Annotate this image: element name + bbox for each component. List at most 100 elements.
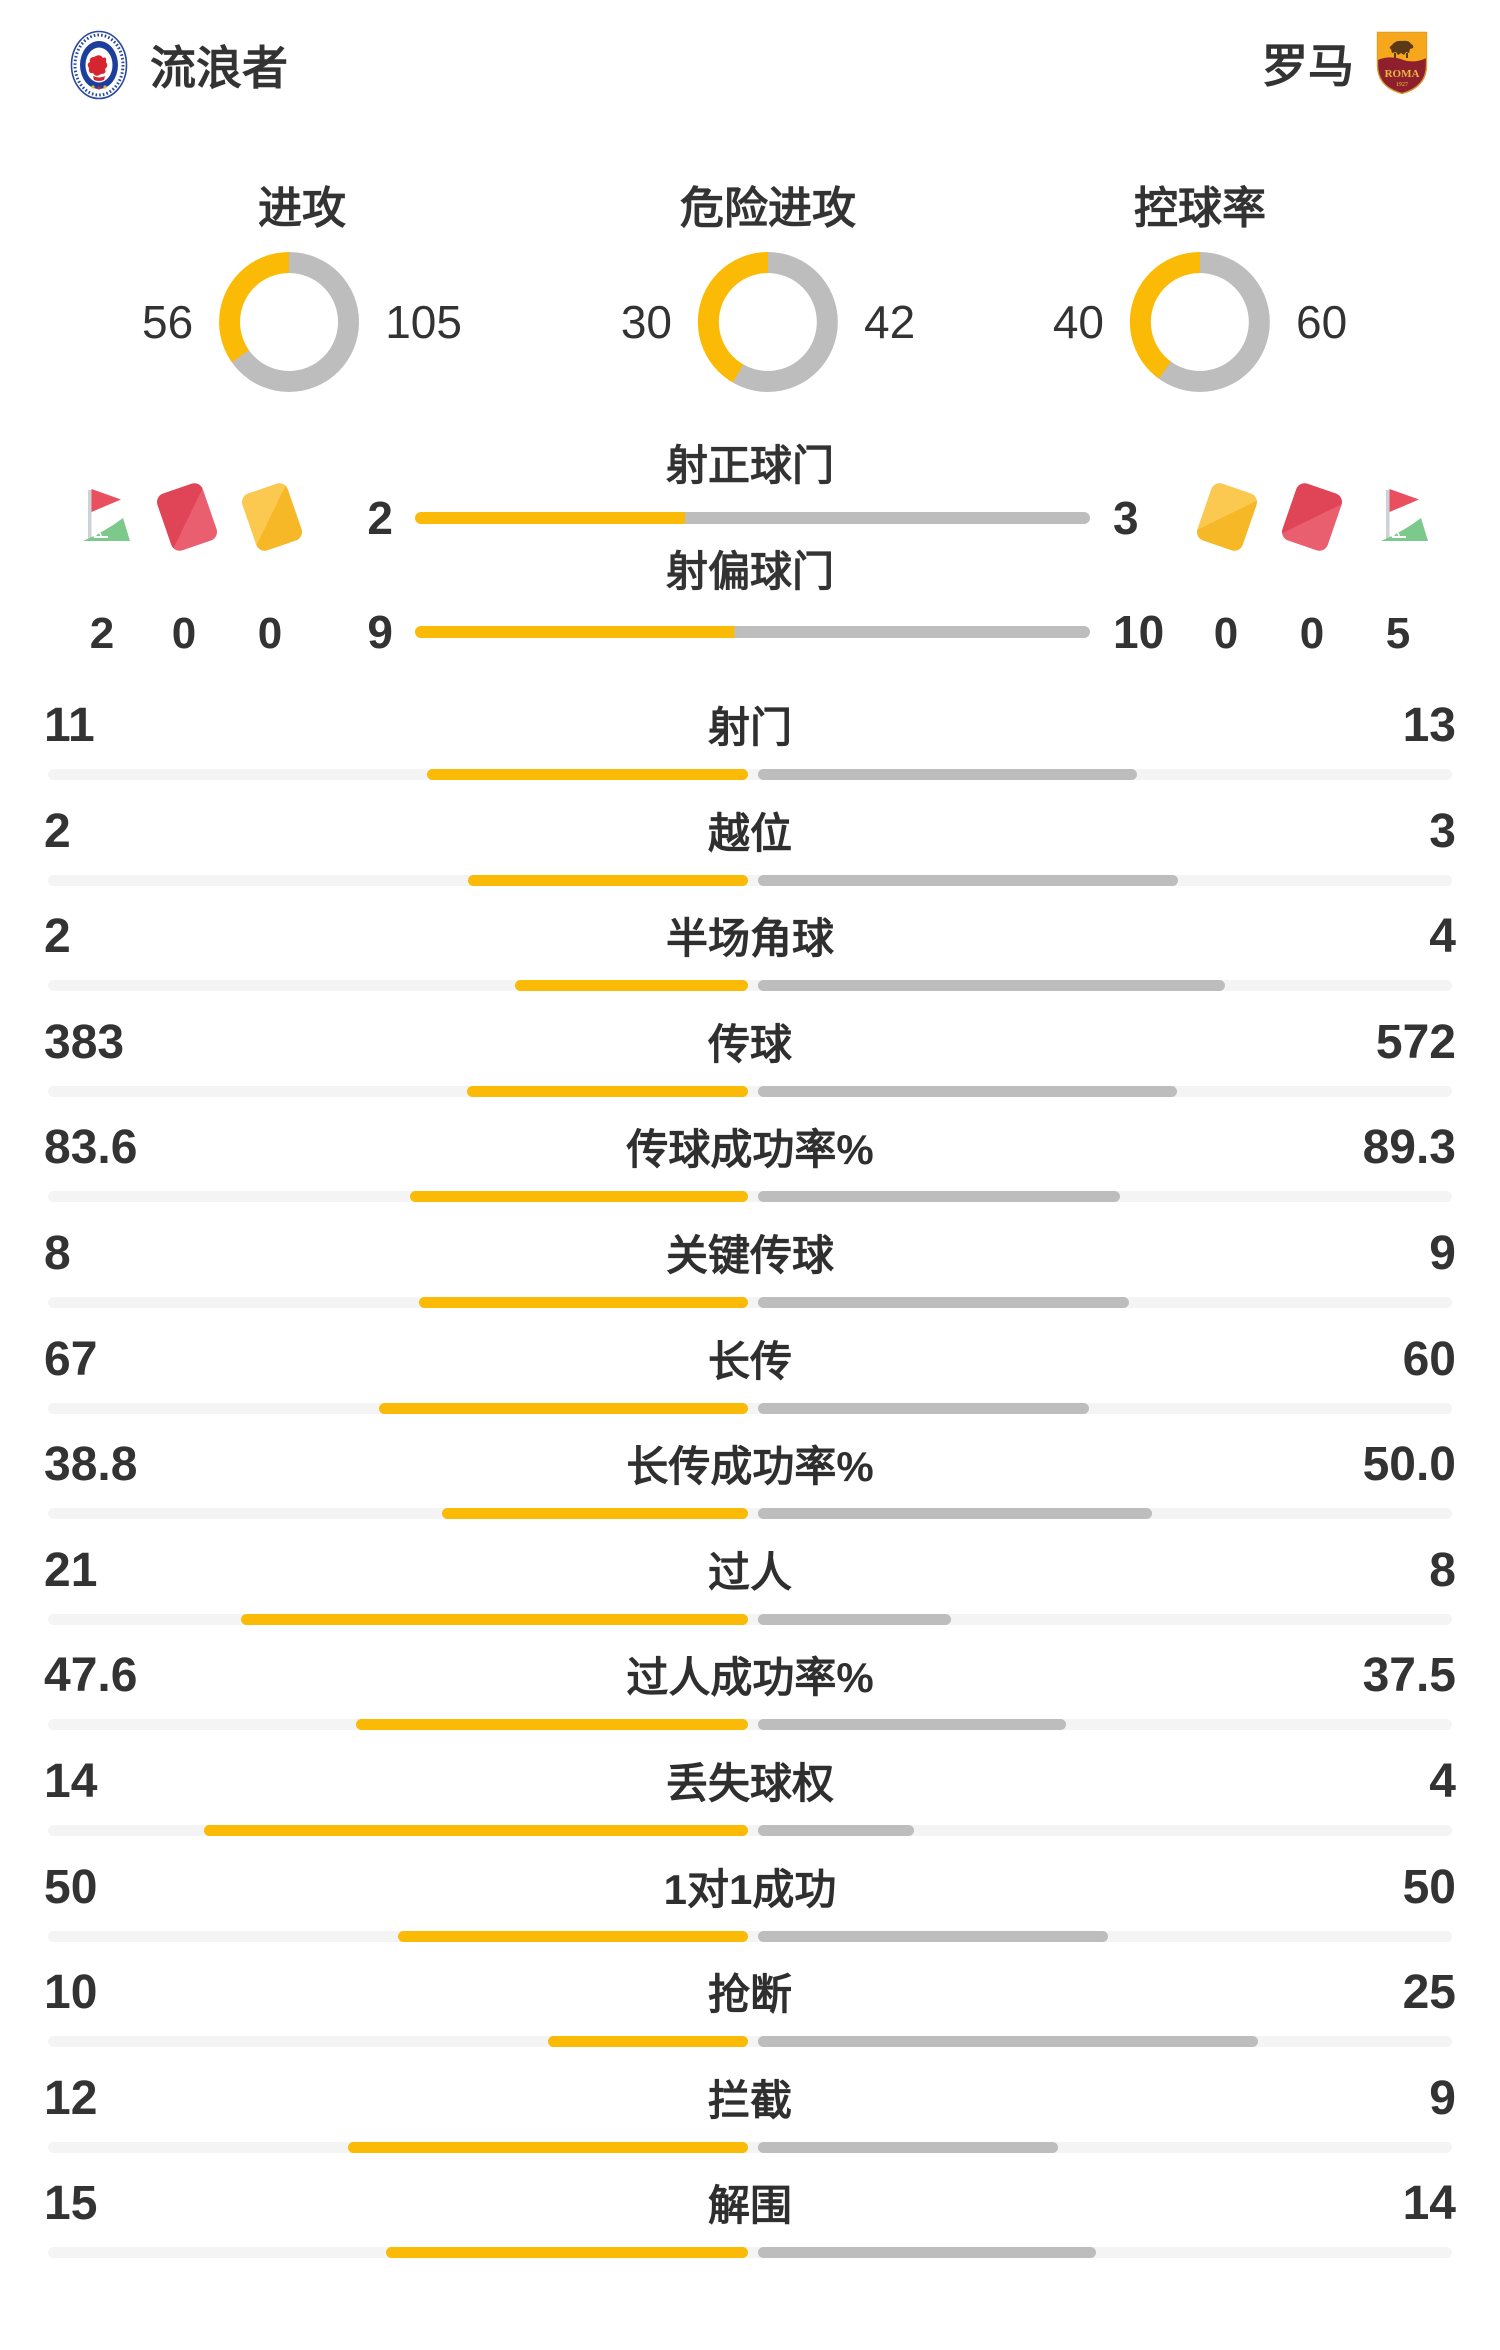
stat-away-value: 60 [1402, 1332, 1456, 1386]
stat-row: 47.6 过人成功率% 37.5 [0, 1636, 1500, 1742]
stat-bar-away [758, 1613, 952, 1625]
stat-away-value: 9 [1429, 1226, 1456, 1280]
stat-bar-home [427, 769, 748, 780]
stat-bar-track [48, 2141, 1452, 2153]
donut-title-attacks: 进攻 [258, 184, 346, 233]
home-team-header: 流浪者 [70, 30, 288, 100]
shots-off-target-bar [415, 626, 1090, 638]
stat-label: 关键传球 [665, 1231, 834, 1279]
donut-attacks-home: 56 [142, 296, 194, 348]
stat-row: 67 长传 60 [0, 1320, 1500, 1426]
stat-bar-track [48, 980, 1452, 992]
donut-chart-attacks [219, 252, 360, 392]
stat-home-value: 15 [44, 2177, 98, 2231]
stat-away-value: 572 [1375, 1015, 1456, 1069]
stat-bar-track [48, 769, 1452, 780]
stat-bar-track [48, 2247, 1452, 2259]
stat-home-value: 50 [44, 1860, 98, 1914]
stat-bar-home [442, 1508, 748, 1520]
svg-text:1927: 1927 [1396, 82, 1408, 88]
home-red-card-count: 0 [171, 609, 197, 658]
stat-away-value: 4 [1429, 910, 1456, 964]
shots-off-target-home: 9 [367, 606, 393, 658]
shots-on-target-away: 3 [1113, 492, 1139, 544]
stat-bar-away [758, 2036, 1258, 2048]
away-yellow-card-count: 0 [1213, 609, 1239, 658]
stats-list: 11 射门 13 2 越位 3 2 半场角球 4 [0, 686, 1500, 2270]
stat-home-value: 12 [44, 2071, 98, 2125]
stat-away-value: 13 [1402, 699, 1456, 752]
stat-bar-track [48, 1508, 1452, 1520]
stat-bar-home [418, 1296, 748, 1308]
stat-row: 2 半场角球 4 [0, 897, 1500, 1003]
stat-row: 8 关键传球 9 [0, 1214, 1500, 1320]
stat-bar-away [758, 1930, 1108, 1942]
stat-home-value: 21 [44, 1543, 98, 1597]
rangers-crest-icon [70, 30, 128, 100]
stat-row: 38.8 长传成功率% 50.0 [0, 1425, 1500, 1531]
stat-bar-track [48, 1085, 1452, 1097]
stat-away-value: 89.3 [1362, 1121, 1456, 1175]
stat-home-value: 14 [44, 1754, 98, 1808]
home-yellow-card-count: 0 [257, 609, 283, 658]
donut-possession-away: 60 [1296, 296, 1348, 348]
stat-bar-away [758, 874, 1178, 886]
stat-away-value: 37.5 [1362, 1649, 1456, 1703]
shots-on-target-home: 2 [367, 492, 393, 544]
stat-label: 长传 [707, 1337, 792, 1385]
stat-bar-home [356, 1719, 748, 1731]
stat-bar-home [385, 2247, 748, 2259]
stat-label: 半场角球 [665, 915, 834, 963]
stat-away-value: 50.0 [1362, 1438, 1456, 1492]
stat-bar-home [548, 2036, 748, 2048]
stat-bar-home [467, 1085, 748, 1097]
stat-bar-away [758, 1191, 1120, 1203]
stat-bar-home [409, 1191, 748, 1203]
stat-bar-away [758, 1824, 914, 1836]
stat-row: 15 解围 14 [0, 2164, 1500, 2270]
donut-dangerous-away: 42 [864, 296, 916, 348]
stat-home-value: 11 [44, 699, 95, 752]
stat-bar-away [758, 769, 1138, 780]
stat-away-value: 9 [1429, 2071, 1456, 2125]
stat-bar-home [378, 1402, 748, 1414]
donut-possession-home: 40 [1052, 296, 1104, 348]
stat-label: 长传成功率% [626, 1443, 874, 1491]
stat-away-value: 50 [1402, 1860, 1456, 1914]
away-team-header: 罗马 ROMA 1927 [1262, 30, 1428, 96]
stat-row: 21 过人 8 [0, 1531, 1500, 1637]
stat-row: 383 传球 572 [0, 1003, 1500, 1109]
stat-bar-track [48, 1930, 1452, 1942]
stat-home-value: 67 [44, 1332, 98, 1386]
away-corner-count: 5 [1385, 609, 1411, 658]
home-team-name: 流浪者 [150, 42, 288, 94]
svg-text:ROMA: ROMA [1385, 68, 1420, 80]
shots-off-target-title: 射偏球门 [665, 548, 834, 595]
stat-row: 50 1对1成功 50 [0, 1848, 1500, 1954]
stat-bar-track [48, 1824, 1452, 1836]
donut-chart-possession [1130, 252, 1270, 392]
donut-attacks: 56 105 [142, 252, 462, 392]
stat-bar-away [758, 1085, 1178, 1097]
stat-bar-home [398, 1930, 748, 1942]
stat-label: 丢失球权 [665, 1759, 834, 1807]
stat-row: 12 拦截 9 [0, 2059, 1500, 2165]
stat-bar-track [48, 1402, 1452, 1414]
stat-home-value: 8 [44, 1226, 71, 1280]
stat-bar-home [468, 874, 748, 886]
stat-bar-track [48, 2036, 1452, 2048]
stat-bar-track [48, 1296, 1452, 1308]
donut-title-dangerous-attacks: 危险进攻 [680, 184, 856, 233]
stat-bar-away [758, 1402, 1089, 1414]
shots-on-target-title: 射正球门 [665, 442, 834, 489]
stat-away-value: 25 [1402, 1966, 1456, 2020]
stat-home-value: 383 [44, 1015, 125, 1069]
stat-bar-home [241, 1613, 748, 1625]
stat-away-value: 14 [1402, 2177, 1456, 2231]
stat-label: 过人 [707, 1548, 792, 1596]
donut-dangerous-home: 30 [620, 296, 672, 348]
stat-bar-away [758, 1508, 1153, 1520]
stat-away-value: 8 [1429, 1543, 1456, 1597]
stat-bar-home [348, 2141, 748, 2153]
